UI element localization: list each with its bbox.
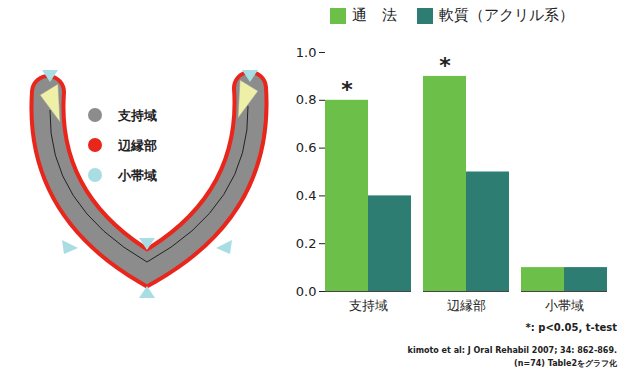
svg-text:0.2: 0.2 — [296, 236, 317, 251]
html-text:*: p<0.05, t-test: *: p<0.05, t-test — [525, 322, 617, 333]
svg-text:小帯域: 小帯域 — [117, 168, 157, 183]
svg-text:辺縁部: 辺縁部 — [117, 138, 157, 153]
svg-text:小帯域: 小帯域 — [545, 298, 584, 313]
svg-text:0.0: 0.0 — [296, 284, 317, 299]
svg-text:辺縁部: 辺縁部 — [447, 298, 486, 313]
svg-text:0.4: 0.4 — [296, 188, 317, 203]
svg-text:0.8: 0.8 — [296, 92, 317, 107]
svg-text:1.0: 1.0 — [296, 45, 317, 60]
html-text:kimoto et al: J Oral Rehabil 2: kimoto et al: J Oral Rehabil 2007; 34: 8… — [407, 346, 617, 355]
svg-text:支持域: 支持域 — [117, 108, 157, 123]
svg-text:*: * — [439, 53, 451, 78]
svg-text:支持域: 支持域 — [349, 298, 388, 313]
html-text:(n=74) Table2をグラフ化: (n=74) Table2をグラフ化 — [514, 359, 617, 368]
svg-text:0.6: 0.6 — [296, 140, 317, 155]
svg-text:*: * — [341, 77, 353, 102]
html-text:通 法: 通 法 — [352, 6, 397, 24]
html-text:軟質（アクリル系）: 軟質（アクリル系） — [439, 6, 574, 24]
